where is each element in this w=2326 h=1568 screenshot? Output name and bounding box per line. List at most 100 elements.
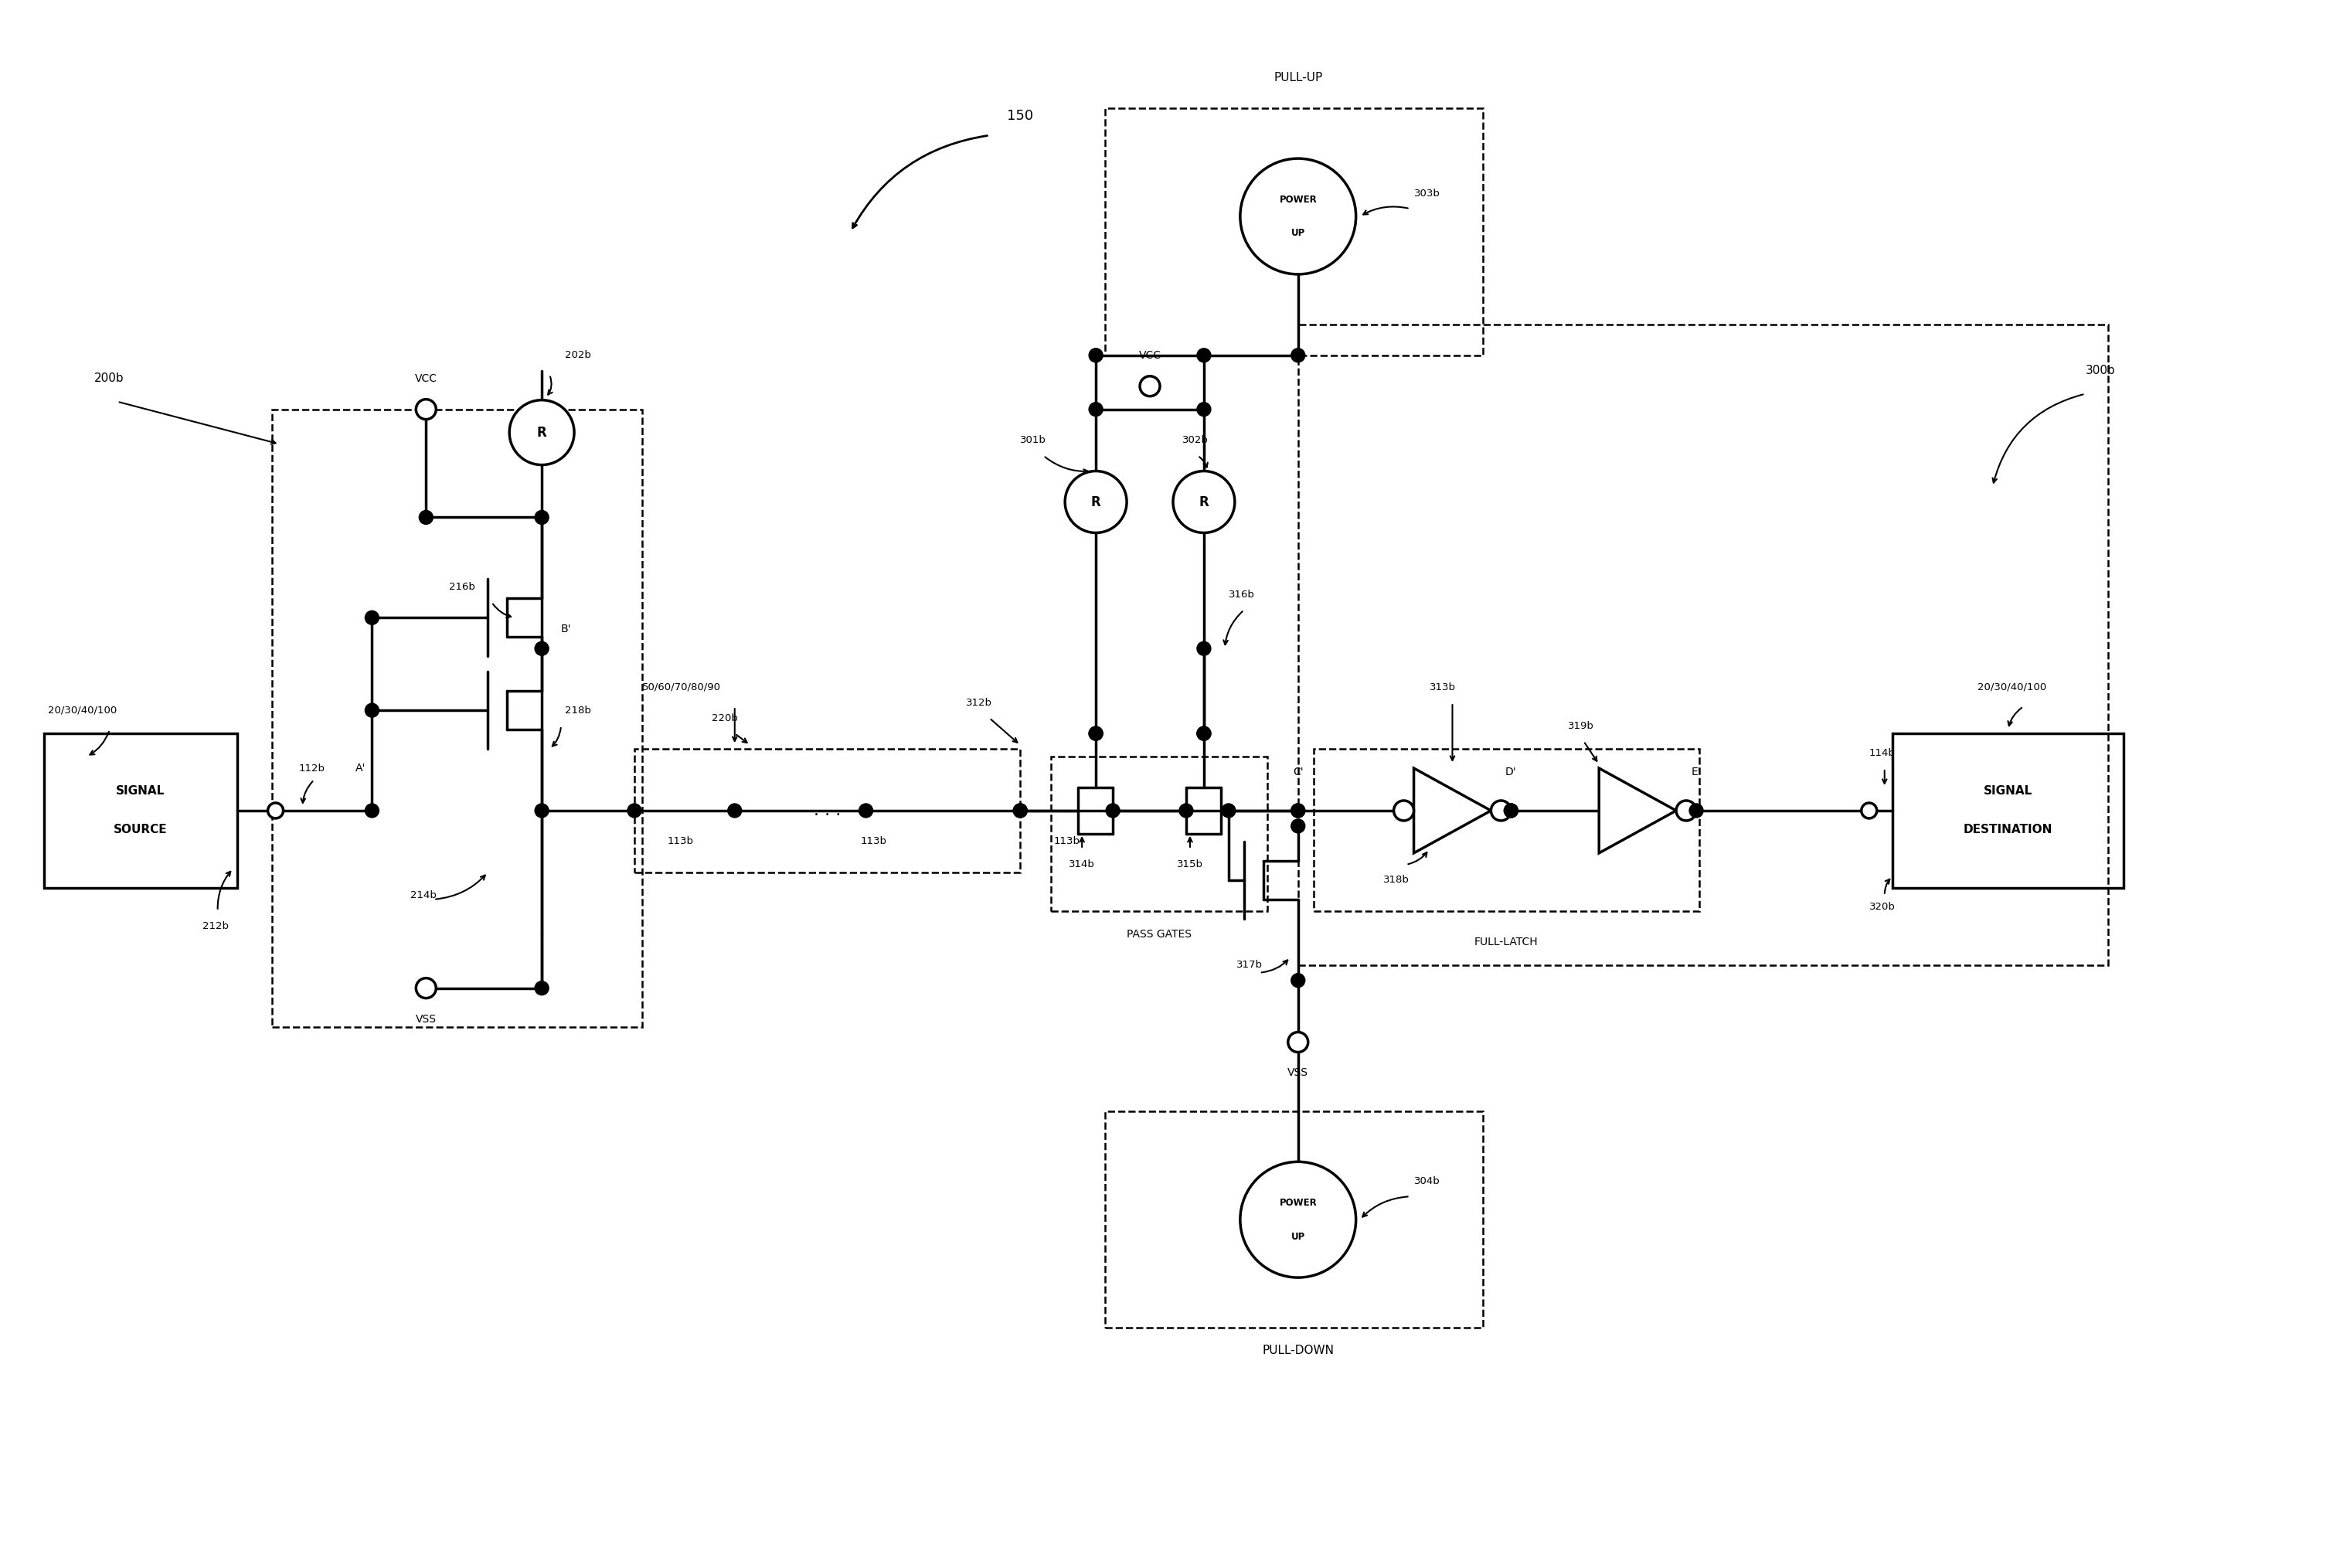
Bar [1105,108,1484,356]
Circle shape [1291,818,1305,833]
Text: UP: UP [1291,229,1305,238]
Text: 220b: 220b [712,713,737,723]
Text: POWER: POWER [1279,1198,1317,1207]
Circle shape [1198,726,1212,740]
Circle shape [1240,1162,1356,1278]
Circle shape [1198,403,1212,416]
Circle shape [1179,804,1193,817]
Circle shape [416,400,435,419]
Circle shape [1505,804,1519,817]
Text: A': A' [356,762,365,773]
Circle shape [1291,804,1305,817]
Text: 302b: 302b [1182,436,1210,445]
Circle shape [535,804,549,817]
Text: 212b: 212b [202,922,228,931]
Circle shape [419,511,433,524]
Text: 20/30/40/100: 20/30/40/100 [1977,682,2047,691]
Circle shape [1393,801,1414,820]
Circle shape [1198,726,1212,740]
Circle shape [628,804,642,817]
Circle shape [535,982,549,996]
Text: 202b: 202b [565,350,591,361]
Text: 313b: 313b [1428,682,1456,691]
Text: 314b: 314b [1070,859,1096,870]
Bar [1314,750,1700,911]
Text: SOURCE: SOURCE [114,825,167,836]
Text: PULL-DOWN: PULL-DOWN [1263,1345,1335,1356]
Circle shape [1140,376,1161,397]
Text: R: R [537,425,547,439]
Circle shape [728,804,742,817]
Text: VSS: VSS [416,1013,437,1024]
Circle shape [1089,348,1103,362]
Circle shape [858,804,872,817]
Circle shape [1291,348,1305,362]
Text: . . .: . . . [814,803,842,818]
Text: 303b: 303b [1414,188,1440,198]
Circle shape [1861,803,1877,818]
Circle shape [1198,348,1212,362]
Bar [1893,734,2124,887]
Text: 304b: 304b [1414,1176,1440,1185]
Text: 200b: 200b [93,373,123,384]
Circle shape [1089,726,1103,740]
Text: VCC: VCC [414,373,437,384]
Text: VCC: VCC [1140,350,1161,361]
Bar [44,734,237,887]
Text: 317b: 317b [1237,960,1263,971]
Circle shape [509,400,575,464]
Text: 318b: 318b [1384,875,1410,884]
Text: 218b: 218b [565,706,591,715]
Text: SIGNAL: SIGNAL [116,786,165,797]
Text: E': E' [1691,767,1700,778]
Text: 113b: 113b [668,836,693,847]
Circle shape [267,803,284,818]
Circle shape [416,978,435,999]
Text: SIGNAL: SIGNAL [1984,786,2033,797]
Text: 319b: 319b [1568,721,1593,731]
Circle shape [1105,804,1119,817]
Bar [1105,1112,1484,1328]
Circle shape [365,704,379,717]
Text: 320b: 320b [1870,902,1896,913]
Text: 300b: 300b [2084,365,2114,376]
Polygon shape [1414,768,1491,853]
Text: FULL-LATCH: FULL-LATCH [1475,936,1537,947]
Circle shape [1221,804,1235,817]
Circle shape [535,641,549,655]
Circle shape [365,804,379,817]
Text: DESTINATION: DESTINATION [1963,825,2052,836]
Text: PULL-UP: PULL-UP [1275,72,1323,83]
Circle shape [1491,801,1512,820]
Text: C': C' [1293,767,1303,778]
Text: 114b: 114b [1870,748,1896,757]
Circle shape [1065,470,1126,533]
Text: UP: UP [1291,1231,1305,1242]
Text: 312b: 312b [965,698,993,707]
Text: VSS: VSS [1289,1068,1310,1079]
Circle shape [1291,804,1305,817]
Circle shape [535,511,549,524]
Circle shape [1172,470,1235,533]
Text: R: R [1198,495,1210,510]
Polygon shape [1598,768,1677,853]
Circle shape [1089,403,1103,416]
Text: 50/60/70/80/90: 50/60/70/80/90 [642,682,721,691]
Circle shape [1689,804,1703,817]
Circle shape [1505,804,1519,817]
Circle shape [1089,726,1103,740]
Text: POWER: POWER [1279,194,1317,204]
Text: 113b: 113b [861,836,886,847]
Circle shape [1240,158,1356,274]
Circle shape [1014,804,1028,817]
Text: R: R [1091,495,1100,510]
Text: 150: 150 [1007,110,1033,122]
Text: 113b: 113b [1054,836,1079,847]
Bar [272,409,642,1027]
Circle shape [1291,974,1305,988]
Circle shape [1014,804,1028,817]
Circle shape [1289,1032,1307,1052]
Text: 316b: 316b [1228,590,1254,599]
Text: D': D' [1505,767,1517,778]
Text: 216b: 216b [449,582,475,591]
